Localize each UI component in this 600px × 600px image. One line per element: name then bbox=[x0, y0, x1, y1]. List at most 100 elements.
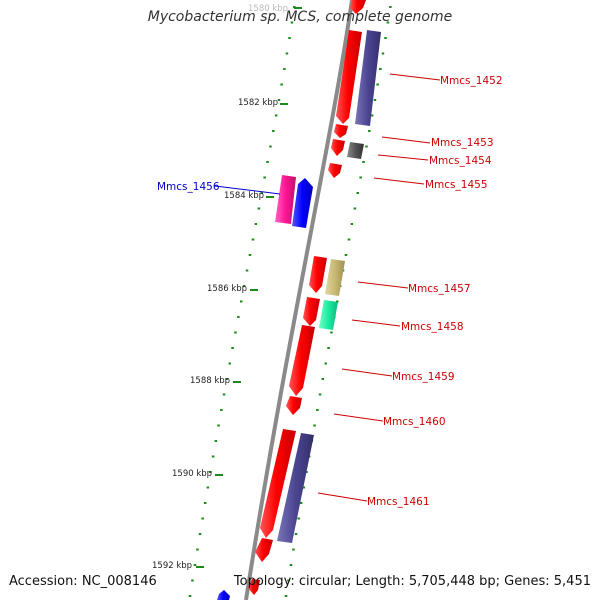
gene-arrow-small[interactable] bbox=[334, 124, 348, 138]
gene-label-mmcs-1459[interactable]: Mmcs_1459 bbox=[392, 371, 455, 383]
kbp-label: 1590 kbp bbox=[172, 469, 212, 479]
inner-tick-dot bbox=[277, 99, 281, 101]
kbp-label: 1592 kbp bbox=[152, 561, 192, 571]
inner-tick-dot bbox=[263, 176, 266, 179]
gene-arrow-1461[interactable] bbox=[260, 429, 296, 538]
gene-arrow-1460[interactable] bbox=[286, 396, 302, 415]
inner-tick-dot bbox=[234, 331, 237, 334]
inner-tick-dot bbox=[225, 378, 229, 380]
outer-tick-dot bbox=[370, 114, 374, 117]
outer-tick-dot bbox=[379, 68, 382, 70]
outer-tick-dot bbox=[318, 393, 322, 396]
gene-mmcs-1458-block[interactable] bbox=[319, 300, 338, 330]
inner-tick-dot bbox=[191, 579, 194, 582]
outer-tick-dot bbox=[294, 533, 298, 535]
inner-tick-dot bbox=[272, 130, 275, 132]
outer-tick-dot bbox=[324, 362, 327, 365]
inner-tick-dot bbox=[260, 192, 263, 194]
inner-tick-dot bbox=[196, 548, 199, 551]
gene-mmcs-1452-block[interactable] bbox=[355, 30, 381, 126]
inner-tick-dot bbox=[203, 502, 207, 504]
inner-tick-dot bbox=[193, 564, 197, 566]
inner-tick-dot bbox=[201, 517, 204, 520]
gene-arrow-bottom[interactable] bbox=[248, 579, 260, 595]
kbp-label: 1588 kbp bbox=[190, 376, 230, 386]
inner-tick-dot bbox=[220, 409, 223, 411]
gene-arrow-1459[interactable] bbox=[289, 325, 315, 396]
outer-tick-dot bbox=[336, 300, 339, 303]
inner-tick-dot bbox=[228, 362, 231, 365]
outer-tick-dot bbox=[362, 161, 365, 163]
outer-tick-dot bbox=[386, 21, 390, 24]
kbp-label: 1586 kbp bbox=[207, 284, 247, 294]
inner-tick-dot bbox=[198, 533, 202, 535]
gene-label-mmcs-1452[interactable]: Mmcs_1452 bbox=[440, 75, 503, 87]
inner-tick-dot bbox=[188, 595, 192, 597]
gene-label-mmcs-1461[interactable]: Mmcs_1461 bbox=[367, 496, 430, 508]
outer-tick-dot bbox=[344, 254, 348, 256]
inner-tick-dot bbox=[206, 486, 210, 489]
inner-tick-dot bbox=[283, 68, 286, 70]
outer-tick-dot bbox=[299, 502, 303, 504]
outer-tick-dot bbox=[389, 6, 392, 8]
inner-tick-dot bbox=[288, 37, 291, 39]
accession-text: Accession: NC_008146 bbox=[9, 574, 157, 589]
kbp-label: 1582 kbp bbox=[238, 98, 278, 108]
gene-mmcs-1461-block[interactable] bbox=[277, 433, 314, 543]
inner-tick-dot bbox=[214, 440, 218, 442]
gene-mmcs-1457-block[interactable] bbox=[325, 259, 345, 296]
gene-label-mmcs-1453[interactable]: Mmcs_1453 bbox=[431, 137, 494, 149]
outer-tick-dot bbox=[353, 207, 357, 210]
gene-label-mmcs-1460[interactable]: Mmcs_1460 bbox=[383, 416, 446, 428]
outer-tick-dot bbox=[350, 223, 354, 225]
inner-tick-dot bbox=[231, 347, 234, 349]
outer-tick-dot bbox=[313, 424, 316, 427]
outer-tick-dot bbox=[356, 192, 359, 194]
gene-mmcs-1454-block[interactable] bbox=[347, 142, 364, 159]
gene-label-mmcs-1454[interactable]: Mmcs_1454 bbox=[429, 155, 492, 167]
gene-arrow-top-partial[interactable] bbox=[350, 0, 366, 14]
outer-tick-dot bbox=[376, 83, 379, 86]
inner-tick-dot bbox=[237, 316, 240, 318]
inner-tick-dot bbox=[242, 285, 246, 287]
outer-tick-dot bbox=[373, 99, 377, 101]
gene-arrow-large[interactable] bbox=[336, 30, 362, 124]
outer-tick-dot bbox=[316, 409, 319, 411]
gene-arrow-small[interactable] bbox=[331, 139, 345, 156]
gene-arrow-bottom-blue[interactable] bbox=[217, 590, 230, 600]
inner-tick-dot bbox=[290, 21, 294, 24]
outer-tick-dot bbox=[327, 347, 330, 349]
outer-tick-dot bbox=[302, 486, 306, 489]
inner-tick-dot bbox=[222, 393, 226, 396]
outer-tick-dot bbox=[368, 130, 371, 132]
inner-tick-dot bbox=[211, 455, 215, 458]
gene-arrow-1457[interactable] bbox=[309, 256, 327, 293]
inner-tick-dot bbox=[266, 161, 269, 163]
gene-label-mmcs-1458[interactable]: Mmcs_1458 bbox=[401, 321, 464, 333]
inner-tick-dot bbox=[269, 145, 272, 148]
inner-tick-dot bbox=[285, 52, 289, 55]
gene-features bbox=[217, 0, 381, 600]
inner-tick-dot bbox=[245, 269, 249, 272]
outer-tick-dot bbox=[292, 548, 295, 551]
inner-tick-dot bbox=[257, 207, 261, 210]
gene-label-mmcs-1456[interactable]: Mmcs_1456 bbox=[157, 181, 220, 193]
outer-tick-dot bbox=[381, 52, 385, 55]
gene-mmcs-1456-pink[interactable] bbox=[275, 175, 296, 224]
inner-tick-dot bbox=[251, 238, 255, 241]
inner-tick-dot bbox=[274, 114, 278, 117]
genome-summary: Topology: circular; Length: 5,705,448 bp… bbox=[233, 574, 591, 589]
gene-mmcs-1456-blue[interactable] bbox=[292, 178, 313, 228]
kbp-label: 1580 kbp bbox=[248, 4, 288, 14]
gene-label-mmcs-1457[interactable]: Mmcs_1457 bbox=[408, 283, 471, 295]
inner-tick-dot bbox=[254, 223, 258, 225]
kbp-markers: 1580 kbp 1582 kbp 1584 kbp 1586 kbp 1588… bbox=[152, 4, 302, 571]
outer-tick-dot bbox=[284, 595, 288, 597]
outer-tick-dot bbox=[297, 517, 300, 520]
inner-tick-dot bbox=[217, 424, 220, 427]
kbp-label: 1584 kbp bbox=[224, 191, 264, 201]
gene-arrow-1458[interactable] bbox=[303, 297, 320, 326]
gene-arrow-bottom[interactable] bbox=[255, 538, 273, 562]
gene-arrow-small[interactable] bbox=[328, 163, 342, 178]
gene-label-mmcs-1455[interactable]: Mmcs_1455 bbox=[425, 179, 488, 191]
